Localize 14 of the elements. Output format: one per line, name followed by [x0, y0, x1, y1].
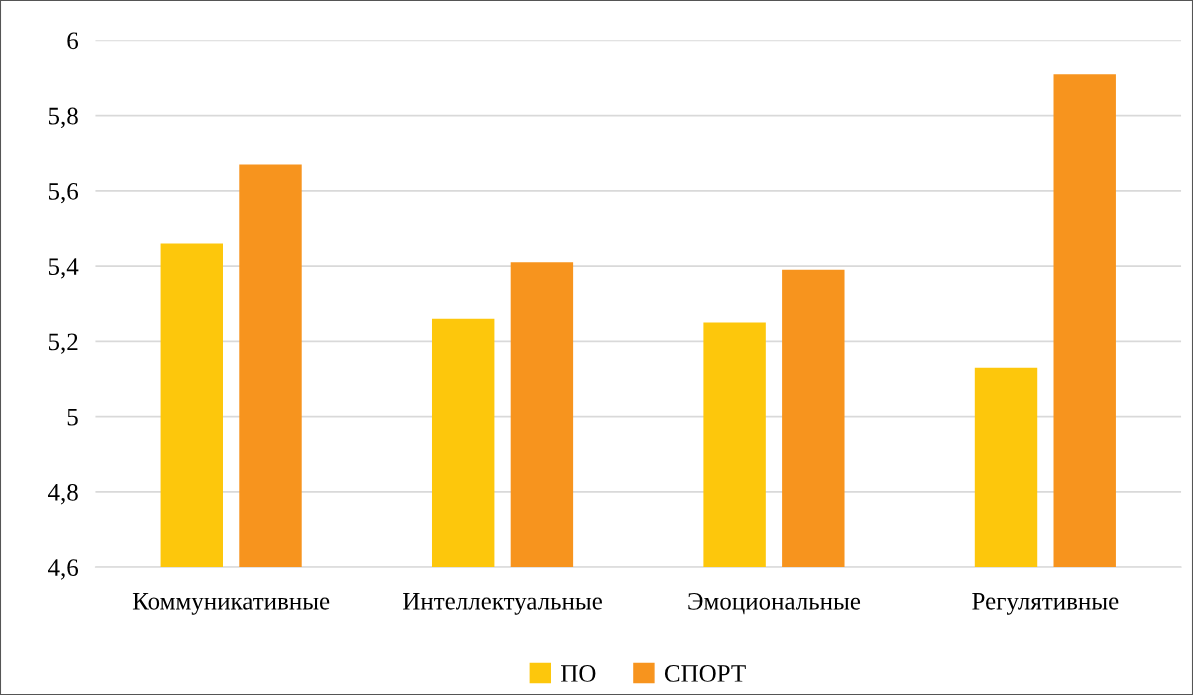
- x-tick-label: Регулятивные: [972, 593, 1119, 615]
- y-tick-label: 5,4: [48, 258, 79, 279]
- y-tick-label: 5,8: [48, 107, 78, 129]
- legend-label: ПО: [561, 665, 596, 682]
- y-tick-label: 4,6: [48, 559, 79, 580]
- y-tick-label: 5,6: [48, 182, 79, 204]
- x-tick-label: Интеллектуальные: [403, 593, 602, 615]
- y-tick-label: 4,8: [48, 483, 78, 505]
- x-tick-label: Коммуникативные: [132, 593, 330, 615]
- legend-label: СПОРТ: [664, 665, 746, 682]
- y-tick-label: 5,2: [48, 333, 78, 354]
- y-tick-label: 5: [67, 408, 78, 426]
- y-tick-label: 6: [67, 32, 79, 50]
- x-tick-label: Эмоциональные: [688, 592, 861, 615]
